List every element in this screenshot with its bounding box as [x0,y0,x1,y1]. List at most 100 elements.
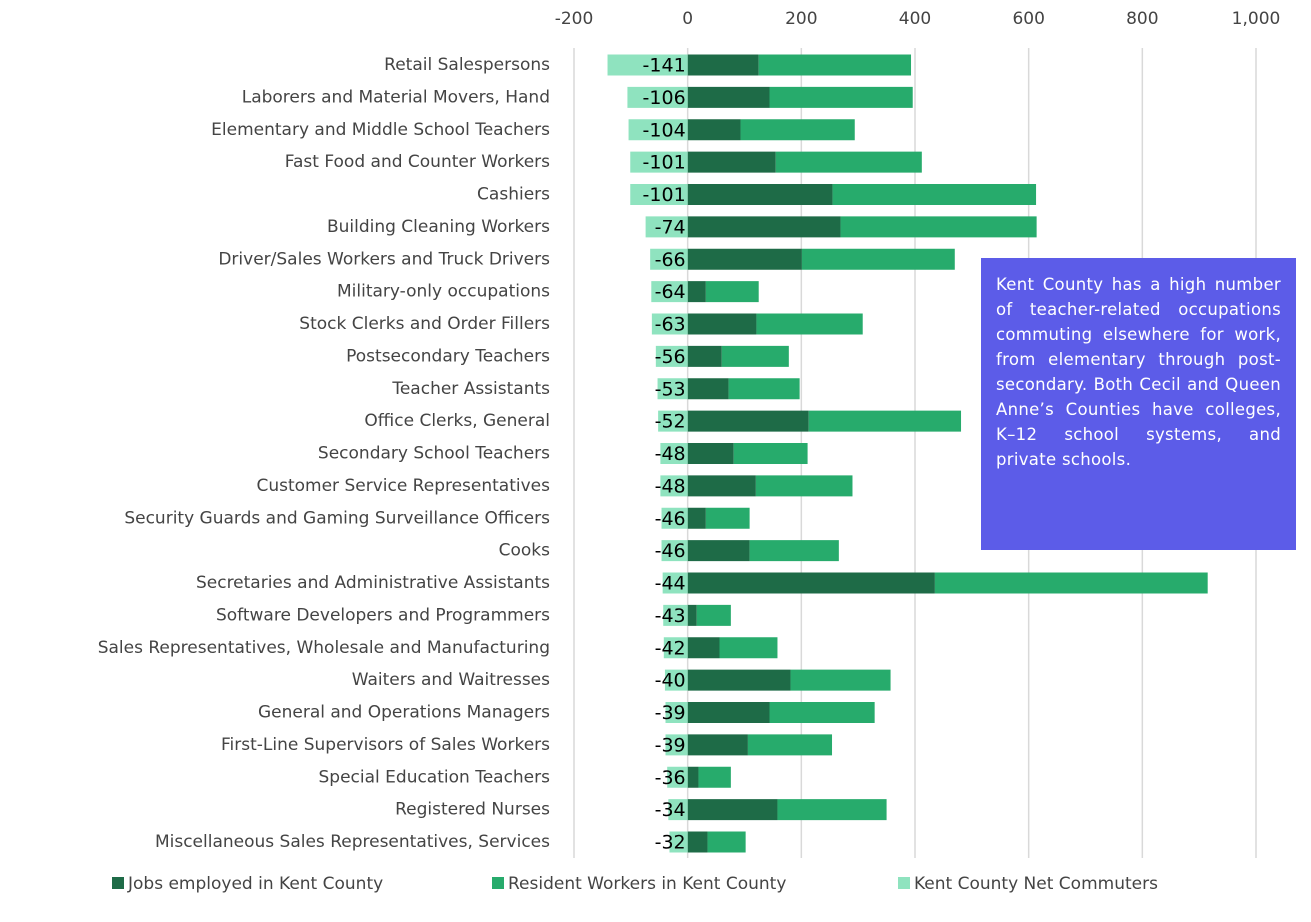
bar [790,669,891,691]
x-tick-label: -200 [555,9,594,29]
bar [687,86,770,108]
category-label: Postsecondary Teachers [346,346,550,366]
bar [747,734,833,756]
bar [707,831,746,853]
bar [756,313,863,335]
x-tick-label: 400 [899,9,931,29]
data-label: -48 [655,475,686,497]
category-label: Retail Salespersons [384,55,550,75]
bar [687,669,791,691]
bar [655,345,688,367]
data-label: -106 [643,87,686,109]
category-label: Driver/Sales Workers and Truck Drivers [218,249,550,269]
bar [696,604,731,626]
category-label: Customer Service Representatives [256,476,550,496]
category-label: General and Operations Managers [258,703,550,723]
bar [705,507,750,529]
bar [657,378,688,400]
bar [687,766,699,788]
category-label: Secondary School Teachers [318,444,550,464]
bar [721,345,789,367]
bar [733,443,808,464]
legend-swatch [492,877,504,889]
bar [934,572,1208,594]
bar [728,378,800,400]
bar [755,475,853,497]
annotation: Kent County has a high number of teacher… [981,258,1296,550]
bar [698,766,731,788]
bar [808,410,962,432]
bar [687,119,741,141]
bar [645,216,688,238]
data-label: -74 [655,216,686,238]
bar [719,637,778,659]
x-tick-label: 0 [682,9,693,29]
category-label: Special Education Teachers [319,767,551,787]
bar [758,54,912,76]
legend-swatch [898,877,910,889]
data-label: -104 [643,119,686,141]
data-label: -42 [655,637,686,659]
category-label: Secretaries and Administrative Assistant… [196,573,550,593]
bar [661,507,688,529]
bar [667,766,688,788]
bar [669,831,688,853]
category-label: Office Clerks, General [364,411,550,431]
category-label: Building Cleaning Workers [327,217,550,237]
bar [687,540,750,562]
bar [769,702,875,723]
data-label: -36 [655,767,686,789]
bar [687,604,697,626]
data-label: -64 [655,281,686,303]
legend-label: Jobs employed in Kent County [127,874,383,894]
data-label: -101 [643,184,686,206]
bar [630,151,688,173]
category-label: Waiters and Waitresses [352,670,550,690]
bar [687,734,748,756]
data-label: -52 [655,411,686,433]
bar [687,313,757,335]
bar [687,345,722,367]
bar [777,799,887,821]
bar [687,799,778,821]
category-label: Cashiers [477,185,550,205]
bar [832,184,1037,205]
bar [665,702,688,723]
data-label: -32 [655,832,686,854]
bar [660,475,688,497]
category-label: Stock Clerks and Order Fillers [299,314,550,334]
bar [664,669,688,691]
category-label: Teacher Assistants [391,379,550,399]
bar [660,443,688,464]
bar [705,281,759,303]
category-label: Fast Food and Counter Workers [285,152,550,172]
bar [687,216,841,238]
data-label: -46 [655,508,686,530]
data-label: -56 [655,346,686,368]
data-label: -40 [655,670,686,692]
bar [687,281,706,303]
bar [687,637,720,659]
bar [665,734,688,756]
bar [687,410,809,432]
x-tick-label: 800 [1126,9,1158,29]
bar [801,248,955,270]
bar [769,86,913,108]
bar [687,831,708,853]
legend-label: Resident Workers in Kent County [508,874,786,894]
category-label: Military-only occupations [337,282,550,302]
bar [663,637,688,659]
bar [650,248,688,270]
bar [740,119,855,141]
bar [668,799,688,821]
bar [687,184,833,205]
bar [749,540,839,562]
bar [687,151,776,173]
bar [651,281,688,303]
data-label: -63 [655,314,686,336]
bar [687,378,729,400]
data-label: -66 [655,249,686,271]
data-label: -53 [655,378,686,400]
data-label: -44 [655,573,686,595]
